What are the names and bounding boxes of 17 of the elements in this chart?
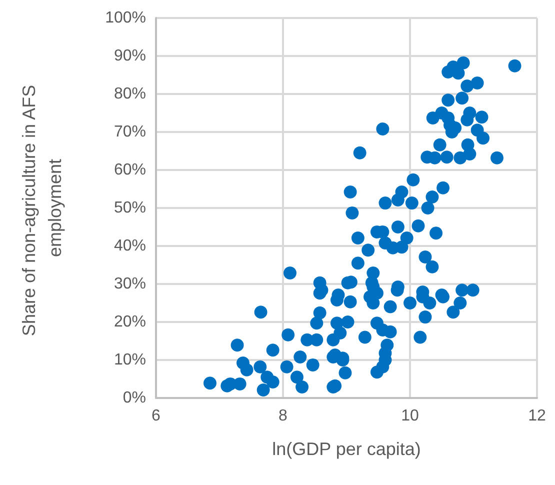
- x-tick-label: 6: [152, 408, 161, 424]
- y-tick-label: 60%: [114, 162, 146, 178]
- x-tick-label: 10: [401, 408, 419, 424]
- y-tick-label: 50%: [114, 200, 146, 216]
- y-tick-label: 20%: [114, 314, 146, 330]
- x-axis-title: ln(GDP per capita): [272, 439, 421, 459]
- y-tick-label: 70%: [114, 124, 146, 140]
- y-tick-label: 100%: [105, 10, 146, 26]
- y-axis-title: Share of non-agriculture in AFS employment: [19, 80, 65, 336]
- y-tick-label: 10%: [114, 352, 146, 368]
- x-tick-label: 8: [278, 408, 288, 424]
- x-tick-label: 12: [528, 408, 546, 424]
- y-tick-label: 30%: [114, 276, 146, 292]
- y-tick-label: 90%: [114, 48, 146, 64]
- y-tick-label: 0%: [122, 390, 146, 406]
- y-tick-label: 80%: [114, 86, 146, 102]
- y-tick-label: 40%: [114, 238, 146, 254]
